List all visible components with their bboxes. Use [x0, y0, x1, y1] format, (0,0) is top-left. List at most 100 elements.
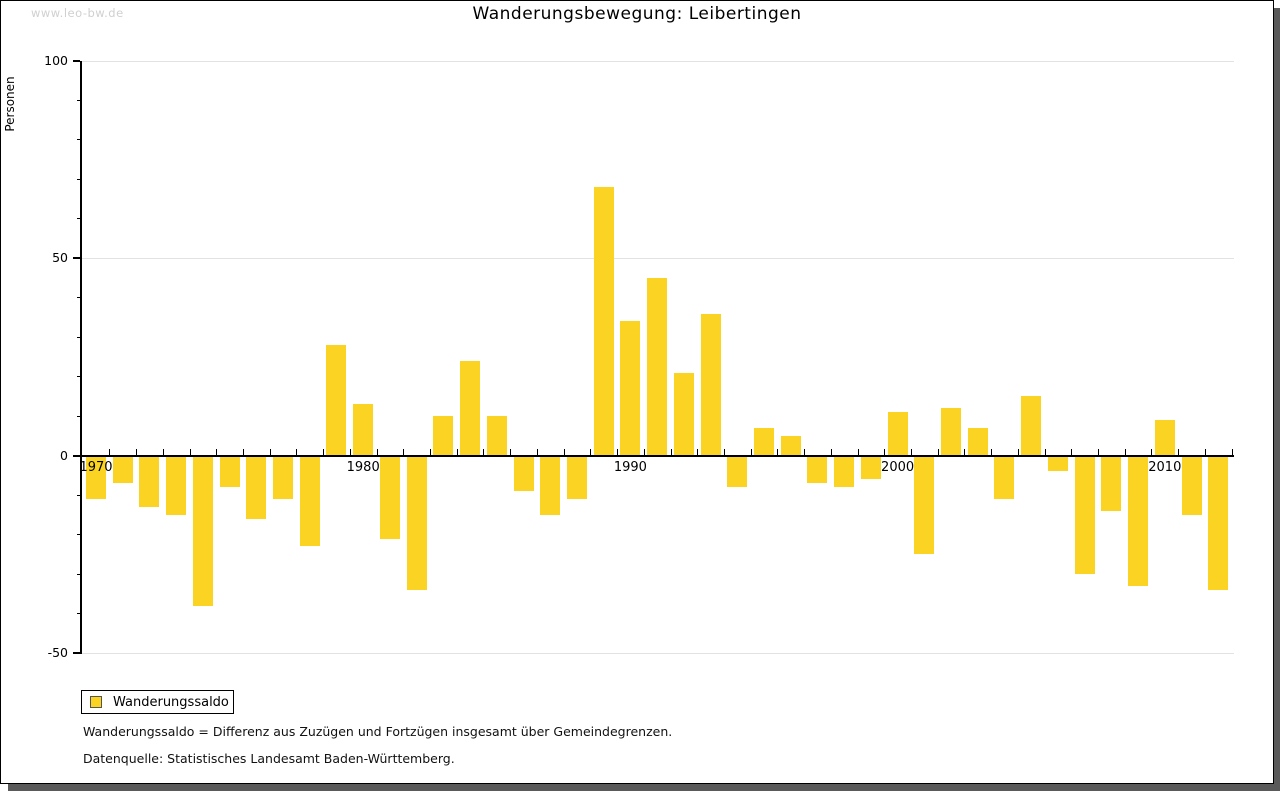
footnote-definition: Wanderungssaldo = Differenz aus Zuzügen …	[83, 724, 673, 739]
y-tick-50	[73, 257, 80, 260]
x-tick-4	[216, 448, 218, 456]
x-tick-5	[243, 448, 244, 456]
x-tick-14	[483, 448, 485, 456]
bar-1990	[620, 321, 641, 456]
x-tick-28	[857, 448, 859, 456]
bar-1980	[353, 404, 374, 456]
bar-2011	[1181, 455, 1202, 515]
x-tick-30	[911, 448, 912, 456]
y-minor-tick-60	[77, 218, 81, 220]
bar-1975	[219, 455, 240, 488]
bar-1989	[593, 187, 614, 456]
y-minor-tick--30	[77, 573, 81, 575]
x-tick-26	[804, 448, 806, 456]
y-minor-tick--40	[77, 613, 81, 615]
x-tick-23	[723, 448, 725, 456]
x-tick-3	[189, 448, 191, 456]
bar-1976	[246, 455, 267, 519]
bar-2002	[941, 408, 962, 456]
x-tick-9	[349, 448, 351, 456]
y-minor-tick-90	[77, 99, 81, 101]
x-tick-0	[109, 448, 111, 456]
x-tick-12	[430, 448, 432, 456]
x-tick-label-1980: 1980	[346, 459, 380, 475]
bar-1994	[727, 455, 748, 488]
x-tick-39	[1151, 448, 1153, 456]
gridline-50	[82, 257, 1234, 259]
bar-1982	[406, 455, 427, 590]
x-tick-29	[884, 448, 886, 456]
y-tick-100	[73, 60, 80, 62]
y-minor-tick-30	[77, 336, 81, 338]
bar-1995	[754, 428, 774, 456]
watermark: www.leo-bw.de	[31, 6, 124, 20]
x-tick-2	[162, 448, 164, 456]
bar-1974	[192, 455, 213, 606]
x-tick-32	[964, 448, 966, 456]
x-tick-25	[777, 448, 779, 456]
bar-1971	[112, 455, 133, 484]
bar-1991	[647, 278, 668, 456]
y-minor-tick--10	[77, 494, 81, 496]
x-tick-11	[403, 448, 405, 456]
x-tick-22	[697, 448, 699, 456]
y-minor-tick-80	[77, 139, 81, 141]
bar-1993	[700, 313, 721, 456]
bar-1970	[86, 455, 106, 500]
y-tick-label-100: 100	[44, 53, 68, 68]
bar-1972	[139, 455, 160, 507]
y-tick-label-0: 0	[60, 447, 68, 463]
x-tick-33	[991, 448, 993, 456]
bar-1981	[379, 455, 400, 539]
y-tick-0	[73, 454, 80, 457]
x-tick-20	[643, 448, 645, 456]
bar-1997	[807, 455, 828, 484]
x-tick-19	[617, 448, 619, 456]
y-axis-line	[80, 61, 82, 654]
x-tick-17	[563, 448, 565, 456]
window-shadow-bottom	[8, 784, 1280, 791]
bar-1992	[673, 372, 694, 456]
chart-title: Wanderungsbewegung: Leibertingen	[472, 4, 802, 24]
legend-label: Wanderungssaldo	[113, 694, 229, 710]
x-tick-31	[937, 448, 939, 456]
bar-2003	[967, 428, 988, 456]
bar-1983	[433, 416, 454, 456]
bar-2006	[1047, 455, 1068, 472]
x-tick-10	[376, 448, 378, 456]
y-minor-tick-40	[77, 297, 81, 299]
y-tick-label--50: -50	[47, 645, 68, 660]
bar-1973	[166, 455, 187, 515]
y-minor-tick--20	[77, 534, 81, 536]
bar-2005	[1021, 396, 1042, 456]
x-tick-34	[1017, 448, 1019, 456]
y-tick-label-50: 50	[52, 250, 68, 266]
bar-1984	[460, 360, 481, 456]
x-tick-label-1990: 1990	[613, 459, 647, 475]
y-minor-tick-70	[77, 178, 81, 180]
bar-2008	[1101, 455, 1122, 511]
x-tick-15	[510, 448, 512, 456]
x-tick-37	[1098, 448, 1100, 456]
bar-1998	[834, 455, 855, 488]
x-tick-label-2010: 2010	[1148, 459, 1182, 475]
x-tick-36	[1071, 448, 1073, 456]
x-axis-line	[80, 454, 1234, 457]
bar-1988	[566, 455, 587, 500]
gridline-100	[82, 60, 1234, 62]
x-tick-label-2000: 2000	[881, 459, 915, 475]
gridline--50	[82, 652, 1234, 654]
x-tick-8	[323, 448, 325, 456]
bar-1979	[326, 345, 347, 456]
x-tick-42	[1231, 448, 1233, 456]
legend: Wanderungssaldo	[81, 690, 234, 714]
y-tick--50	[73, 652, 80, 654]
bar-2009	[1128, 455, 1149, 586]
x-tick-41	[1204, 448, 1206, 456]
bar-1999	[860, 455, 881, 480]
bar-2001	[914, 455, 935, 555]
bar-1978	[299, 455, 320, 547]
y-axis-title: Personen	[3, 76, 17, 132]
